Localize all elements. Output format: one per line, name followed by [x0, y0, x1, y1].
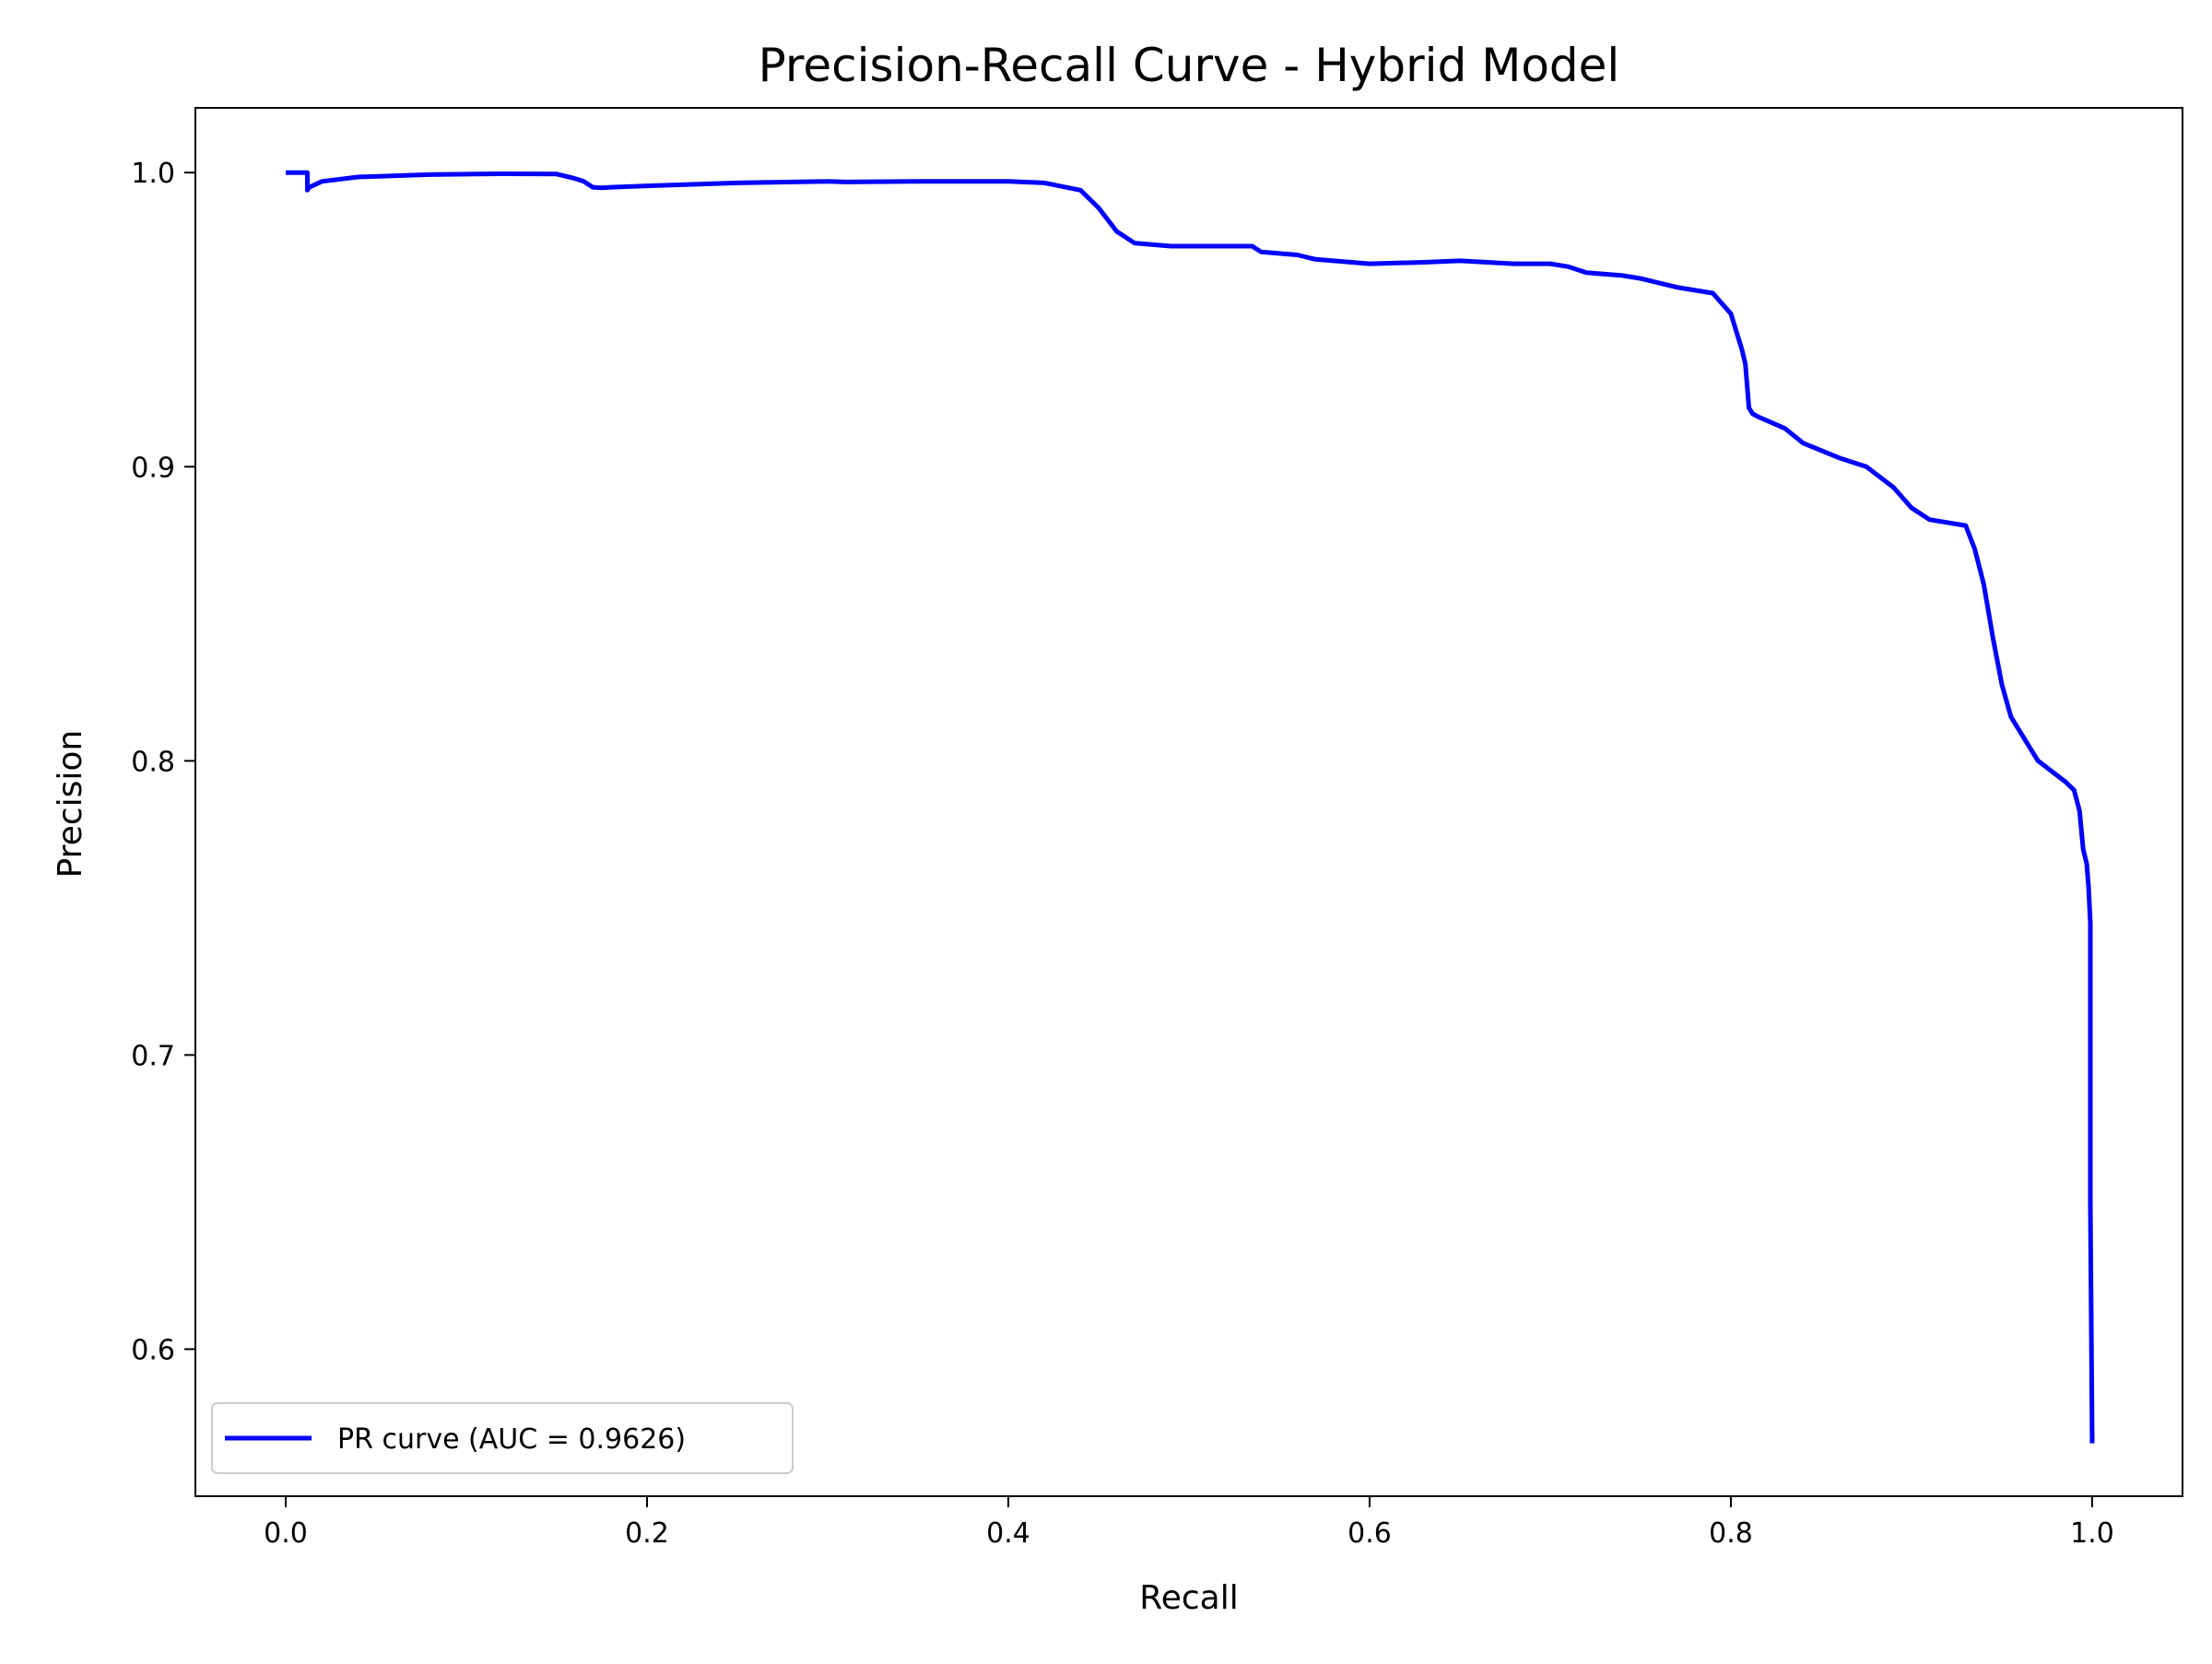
legend-entry-label: PR curve (AUC = 0.9626) [337, 1423, 686, 1456]
x-tick-label: 0.2 [625, 1517, 669, 1550]
y-axis-ticks: 0.6 0.7 0.8 0.9 1.0 [131, 158, 195, 1366]
y-axis-label: Precision [52, 730, 89, 879]
series-layer [286, 170, 2095, 1444]
legend-box [211, 1402, 794, 1474]
y-tick-label: 0.9 [131, 452, 175, 484]
x-axis-label: Recall [1139, 1579, 1238, 1617]
y-tick-label: 0.8 [131, 746, 175, 778]
x-tick-label: 0.6 [1347, 1517, 1392, 1550]
x-tick-label: 0.8 [1709, 1517, 1753, 1550]
legend: PR curve (AUC = 0.9626) [211, 1402, 794, 1474]
x-tick-label: 0.4 [986, 1517, 1030, 1550]
plot-area: 0.0 0.2 0.4 0.6 0.8 1.0 0.6 0.7 0.8 0.9 1.0 [131, 107, 2183, 1550]
y-tick-label: 0.7 [131, 1040, 175, 1072]
x-tick-label: 0.0 [264, 1517, 308, 1550]
x-tick-label: 1.0 [2070, 1517, 2114, 1550]
x-axis-ticks: 0.0 0.2 0.4 0.6 0.8 1.0 [264, 1496, 2114, 1550]
chart-title: Precision-Recall Curve - Hybrid Model [759, 39, 1620, 92]
y-tick-label: 1.0 [131, 158, 175, 190]
pr-curve-line [286, 170, 2095, 1444]
plot-frame [194, 107, 2183, 1497]
y-tick-label: 0.6 [131, 1334, 175, 1366]
